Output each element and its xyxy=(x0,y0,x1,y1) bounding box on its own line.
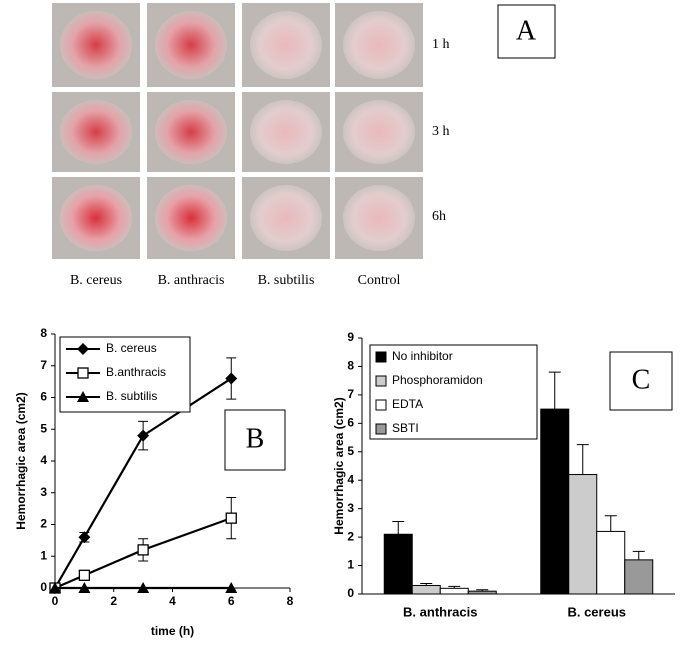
bar xyxy=(624,559,654,595)
y-tick-label: 0 xyxy=(40,580,47,594)
y-tick-label: 2 xyxy=(347,529,354,543)
panel-label-box xyxy=(609,351,673,411)
marker xyxy=(78,569,91,581)
photo-tissue xyxy=(343,11,415,79)
legend-label: Phosphoramidon xyxy=(392,373,483,387)
error-bar xyxy=(448,585,461,589)
error-bar xyxy=(420,582,433,586)
row-label: 6h xyxy=(432,209,446,224)
x-tick-label: 2 xyxy=(110,594,117,608)
y-tick-label: 6 xyxy=(40,390,47,404)
y-tick-label: 7 xyxy=(40,358,47,372)
photo-tissue xyxy=(250,11,322,79)
y-axis-title: Hemorrhagic area (cm2) xyxy=(14,392,28,529)
x-tick-label: 0 xyxy=(52,594,59,608)
panel-label: A xyxy=(516,15,537,46)
panel-label-box xyxy=(224,409,286,471)
photo-tissue xyxy=(250,185,322,251)
legend-box xyxy=(369,344,538,440)
bar xyxy=(540,408,570,595)
x-tick-label: B. anthracis xyxy=(403,604,477,619)
y-axis-title: Hemorrhagic area (cm2) xyxy=(332,397,346,534)
legend-swatch xyxy=(375,375,387,387)
y-tick-label: 3 xyxy=(40,485,47,499)
bar xyxy=(596,530,626,595)
panel-label: B xyxy=(246,423,265,454)
x-tick-label: 4 xyxy=(169,594,176,608)
legend-label: B. cereus xyxy=(106,341,157,355)
marker xyxy=(78,531,91,544)
legend-marker xyxy=(77,367,89,379)
error-bar xyxy=(392,520,405,535)
bar xyxy=(411,584,441,595)
photo-tissue xyxy=(343,100,415,164)
x-tick-label: 6 xyxy=(228,594,235,608)
row-label: 1 h xyxy=(432,37,450,52)
photo-tissue xyxy=(60,11,132,79)
column-label: B. anthracis xyxy=(158,273,225,288)
x-axis-title: time (h) xyxy=(151,624,194,638)
marker xyxy=(225,372,238,385)
y-tick-label: 4 xyxy=(40,453,47,467)
photo-tissue xyxy=(60,185,132,251)
column-label: B. cereus xyxy=(70,273,122,288)
marker xyxy=(137,582,150,593)
y-tick-label: 8 xyxy=(347,359,354,373)
marker xyxy=(137,429,150,442)
y-tick-label: 1 xyxy=(347,558,354,572)
photo-tissue xyxy=(155,100,227,164)
x-tick-label: B. cereus xyxy=(567,604,626,619)
error-bar xyxy=(604,515,617,532)
photo-tissue xyxy=(155,185,227,251)
photo-tissue xyxy=(250,100,322,164)
error-bar xyxy=(576,444,589,475)
photo-tissue xyxy=(155,11,227,79)
error-bar xyxy=(548,371,561,410)
y-tick-label: 9 xyxy=(347,330,354,344)
y-tick-label: 5 xyxy=(347,444,354,458)
row-label: 3 h xyxy=(432,124,450,139)
marker xyxy=(137,544,149,556)
x-tick-label: 8 xyxy=(287,594,294,608)
y-tick-label: 3 xyxy=(347,501,354,515)
legend-swatch xyxy=(375,423,387,435)
legend-label: SBTI xyxy=(392,421,419,435)
bar xyxy=(439,587,469,595)
y-tick-label: 1 xyxy=(40,548,47,562)
legend-label: B. subtilis xyxy=(106,389,157,403)
error-bar xyxy=(476,589,489,592)
column-label: B. subtilis xyxy=(258,273,315,288)
y-tick-label: 4 xyxy=(347,472,354,486)
marker xyxy=(225,512,237,524)
line xyxy=(54,517,232,590)
legend-marker xyxy=(77,343,89,355)
photo-tissue xyxy=(343,185,415,251)
y-tick-label: 0 xyxy=(347,586,354,600)
y-tick-label: 7 xyxy=(347,387,354,401)
marker xyxy=(49,582,61,593)
marker xyxy=(225,582,238,593)
legend-label: B.anthracis xyxy=(106,365,166,379)
panel-label: C xyxy=(632,364,651,395)
y-tick-label: 2 xyxy=(40,517,47,531)
legend-marker xyxy=(77,391,89,402)
panel-label-box xyxy=(497,4,556,59)
legend-label: No inhibitor xyxy=(392,349,453,363)
bar xyxy=(467,590,497,595)
y-tick-label: 8 xyxy=(40,326,47,340)
legend-swatch xyxy=(375,399,387,411)
y-tick-label: 6 xyxy=(347,416,354,430)
error-bar xyxy=(632,550,645,560)
legend-label: EDTA xyxy=(392,397,423,411)
y-tick-label: 5 xyxy=(40,421,47,435)
marker xyxy=(78,582,91,593)
bar xyxy=(383,533,413,595)
bar xyxy=(568,474,598,595)
photo-tissue xyxy=(60,100,132,164)
column-label: Control xyxy=(358,273,401,288)
legend-swatch xyxy=(375,351,387,363)
